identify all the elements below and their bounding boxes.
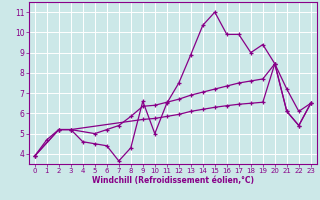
- X-axis label: Windchill (Refroidissement éolien,°C): Windchill (Refroidissement éolien,°C): [92, 176, 254, 185]
